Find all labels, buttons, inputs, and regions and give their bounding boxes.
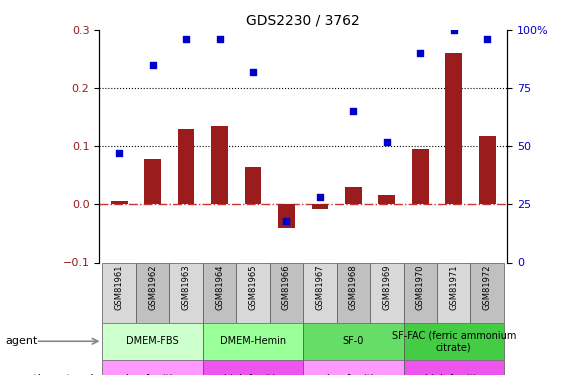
Bar <box>278 204 295 228</box>
Text: GSM81965: GSM81965 <box>248 264 258 310</box>
Bar <box>345 187 361 204</box>
Point <box>483 36 492 42</box>
Text: SF-FAC (ferric ammonium
citrate): SF-FAC (ferric ammonium citrate) <box>392 330 516 352</box>
Bar <box>336 262 370 322</box>
Bar <box>270 262 303 322</box>
Bar <box>203 262 236 322</box>
Bar <box>479 136 496 204</box>
Bar <box>203 360 303 375</box>
Point <box>382 139 391 145</box>
Text: GSM81970: GSM81970 <box>416 264 425 310</box>
Bar <box>111 201 128 204</box>
Text: high ferritin: high ferritin <box>224 374 282 375</box>
Text: GSM81967: GSM81967 <box>315 264 324 310</box>
Bar <box>378 195 395 204</box>
Bar <box>169 262 203 322</box>
Point <box>114 150 124 156</box>
Bar <box>211 126 228 204</box>
Text: growth protocol: growth protocol <box>6 374 93 375</box>
Text: GSM81969: GSM81969 <box>382 264 391 310</box>
Bar <box>311 204 328 209</box>
Text: SF-0: SF-0 <box>343 336 364 346</box>
Point <box>181 36 191 42</box>
Bar <box>103 360 203 375</box>
Text: low ferritin: low ferritin <box>127 374 179 375</box>
Text: GSM81966: GSM81966 <box>282 264 291 310</box>
Bar <box>303 322 403 360</box>
Bar <box>178 129 195 204</box>
Point <box>349 108 358 114</box>
Point <box>248 69 258 75</box>
Bar <box>136 262 169 322</box>
Text: GSM81962: GSM81962 <box>148 264 157 310</box>
Point <box>215 36 224 42</box>
Title: GDS2230 / 3762: GDS2230 / 3762 <box>246 13 360 27</box>
Text: GSM81964: GSM81964 <box>215 264 224 310</box>
Point <box>449 27 458 33</box>
Text: high ferritin: high ferritin <box>425 374 482 375</box>
Text: GSM81961: GSM81961 <box>115 264 124 310</box>
Bar <box>470 262 504 322</box>
Point <box>315 194 325 200</box>
Bar <box>437 262 470 322</box>
Bar <box>303 262 336 322</box>
Bar <box>412 149 429 204</box>
Bar <box>370 262 403 322</box>
Bar <box>144 159 161 204</box>
Point <box>282 217 291 223</box>
Point <box>148 62 157 68</box>
Bar <box>445 53 462 204</box>
Text: GSM81972: GSM81972 <box>483 264 491 310</box>
Point <box>416 50 425 56</box>
Bar <box>403 322 504 360</box>
Text: agent: agent <box>6 336 38 346</box>
Bar <box>203 322 303 360</box>
Text: DMEM-Hemin: DMEM-Hemin <box>220 336 286 346</box>
Bar <box>103 322 203 360</box>
Text: GSM81963: GSM81963 <box>181 264 191 310</box>
Text: low ferritin: low ferritin <box>327 374 380 375</box>
Bar <box>403 360 504 375</box>
Bar <box>403 262 437 322</box>
Text: DMEM-FBS: DMEM-FBS <box>127 336 179 346</box>
Bar <box>236 262 270 322</box>
Bar <box>245 166 261 204</box>
Bar <box>303 360 403 375</box>
Text: GSM81968: GSM81968 <box>349 264 358 310</box>
Text: GSM81971: GSM81971 <box>449 264 458 310</box>
Bar <box>103 262 136 322</box>
